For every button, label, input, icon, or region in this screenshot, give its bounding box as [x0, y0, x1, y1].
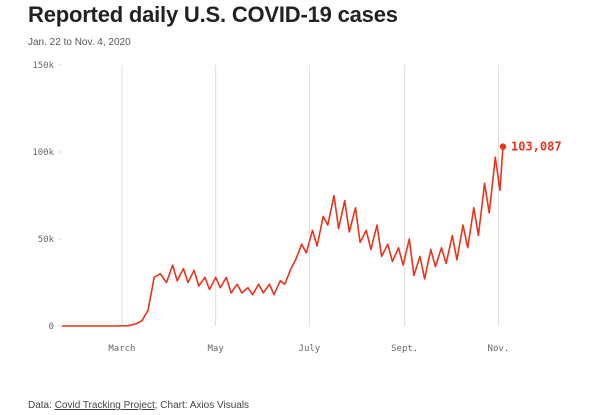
latest-value-label: 103,087 — [511, 140, 562, 154]
x-tick-label: Nov. — [488, 344, 510, 354]
y-tick-label: 0 — [49, 322, 54, 332]
x-tick-label: July — [299, 344, 321, 354]
x-axis: March May July Sept. Nov. — [108, 344, 509, 354]
source-link[interactable]: Covid Tracking Project — [54, 400, 155, 411]
y-axis: 0 50k 100k 150k — [32, 61, 62, 332]
x-tick-label: May — [208, 344, 225, 354]
source-prefix: Data: — [28, 400, 55, 411]
x-tick-label: Sept. — [391, 344, 418, 354]
y-tick-label: 150k — [32, 61, 54, 71]
x-tick-label: March — [108, 344, 135, 354]
y-tick-label: 50k — [38, 235, 55, 245]
series-layer — [62, 146, 504, 327]
y-tick-label: 100k — [32, 148, 54, 158]
source-note: Data: Covid Tracking Project; Chart: Axi… — [28, 400, 249, 411]
annotation-layer: 103,087 — [499, 140, 562, 154]
daily-cases-line — [62, 146, 504, 327]
chart-subtitle: Jan. 22 to Nov. 4, 2020 — [28, 37, 131, 48]
source-suffix: ; Chart: Axios Visuals — [154, 400, 250, 411]
grid-layer — [121, 65, 499, 326]
latest-value-point — [499, 143, 507, 150]
chart-title: Reported daily U.S. COVID-19 cases — [28, 2, 398, 27]
